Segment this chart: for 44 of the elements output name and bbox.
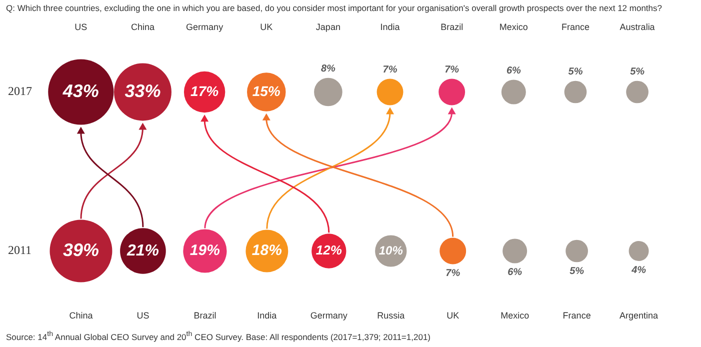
data-label: 18% [252, 242, 282, 260]
category-label: Brazil [440, 22, 464, 32]
data-label: 17% [190, 82, 220, 99]
category-label: Germany [186, 22, 224, 32]
text: Q: Which three countries, excluding the one in which you are based, do you consider most important for your organisation's overall growth prospects over the next 12 months? [6, 3, 662, 13]
category-label: US [136, 310, 150, 321]
data-label: 7% [446, 268, 460, 279]
text: 2017 [8, 84, 32, 98]
data-label: 10% [378, 243, 404, 258]
data-label: 15% [252, 82, 281, 99]
category-label: Mexico [500, 310, 530, 321]
category-label: Japan [316, 22, 340, 32]
category-label: US [74, 22, 88, 32]
data-label: 7% [444, 64, 460, 76]
data-label: 39% [62, 240, 100, 260]
category-label: Australia [620, 22, 655, 32]
category-label: India [380, 22, 400, 32]
category-label: China [69, 310, 93, 321]
data-label: 19% [190, 242, 220, 260]
category-label: India [257, 310, 277, 321]
category-label: UK [260, 22, 273, 32]
category-label: Argentina [620, 310, 658, 321]
category-label: UK [446, 310, 460, 321]
category-label: China [130, 22, 154, 32]
data-label: 5% [630, 66, 645, 78]
category-label: Brazil [194, 310, 216, 321]
data-label: 5% [570, 266, 584, 277]
category-label: France [562, 310, 591, 321]
data-label: 33% [124, 80, 161, 101]
data-label: 7% [382, 64, 398, 76]
data-label: 21% [126, 242, 159, 260]
data-label: 8% [320, 64, 336, 75]
data-label: 6% [508, 266, 522, 278]
text: 2011 [8, 243, 32, 258]
category-label: France [561, 22, 590, 32]
data-label: 12% [316, 242, 342, 258]
data-label: 5% [568, 66, 583, 78]
data-label: 4% [630, 264, 646, 276]
category-label: Germany [310, 310, 348, 321]
category-label: Mexico [499, 22, 528, 32]
data-label: 6% [506, 66, 521, 77]
source-note: Source: 14$^{th}$ Annual Global CEO Survey and 20$^{th}$ CEO Survey. Base: All respondents (2017=1,379; 2011=1,201) [6, 330, 430, 342]
category-label: Russia [377, 310, 405, 321]
data-label: 43% [62, 80, 99, 101]
